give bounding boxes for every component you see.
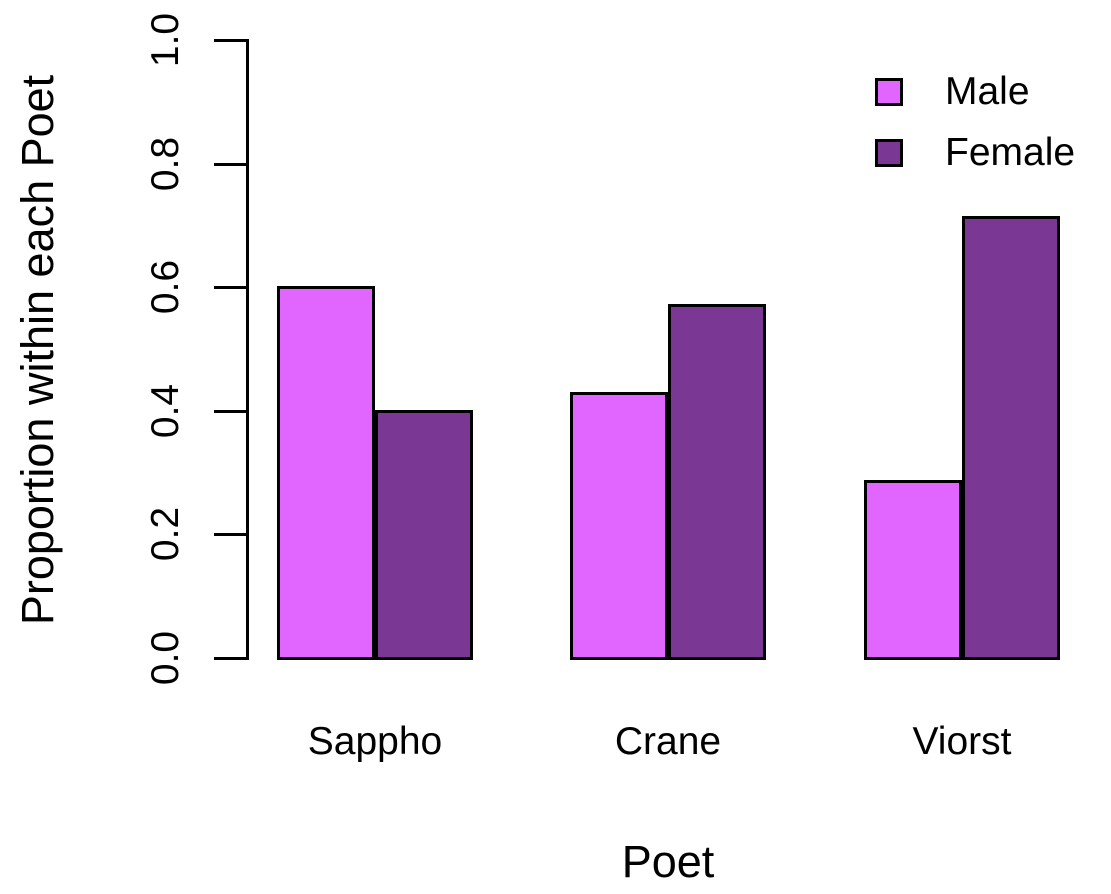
bar-crane-female <box>668 304 766 660</box>
y-tick-label: 0.6 <box>144 260 187 315</box>
y-axis-title: Proportion within each Poet <box>12 74 63 626</box>
y-axis-tick <box>214 409 246 413</box>
y-axis-line <box>246 39 249 660</box>
bar-sappho-female <box>375 409 473 660</box>
bar-sappho-male <box>277 286 375 660</box>
category-label-sappho: Sappho <box>307 720 443 763</box>
y-tick-label: 0.0 <box>144 630 187 686</box>
legend: Male Female <box>875 70 1075 192</box>
bar-crane-male <box>570 391 668 660</box>
y-tick-label: 0.4 <box>144 383 187 438</box>
y-tick-label: 0.2 <box>144 507 187 562</box>
bar-viorst-male <box>864 480 962 660</box>
category-label-crane: Crane <box>614 720 722 763</box>
male-color-swatch <box>875 78 903 106</box>
female-color-swatch <box>875 139 903 167</box>
y-tick-label: 1.0 <box>144 12 187 68</box>
y-axis-tick <box>214 657 246 660</box>
legend-label-male: Male <box>945 70 1030 113</box>
y-axis-tick <box>214 286 246 290</box>
legend-label-female: Female <box>945 131 1076 174</box>
legend-item-male: Male <box>875 70 1075 114</box>
bar-viorst-female <box>962 215 1060 660</box>
legend-item-female: Female <box>875 131 1075 175</box>
y-axis-tick <box>214 39 246 42</box>
y-axis-tick <box>214 533 246 537</box>
x-axis-title: Poet <box>621 836 715 887</box>
category-label-viorst: Viorst <box>912 720 1012 763</box>
y-axis-tick <box>214 162 246 166</box>
y-tick-label: 0.8 <box>144 136 187 191</box>
